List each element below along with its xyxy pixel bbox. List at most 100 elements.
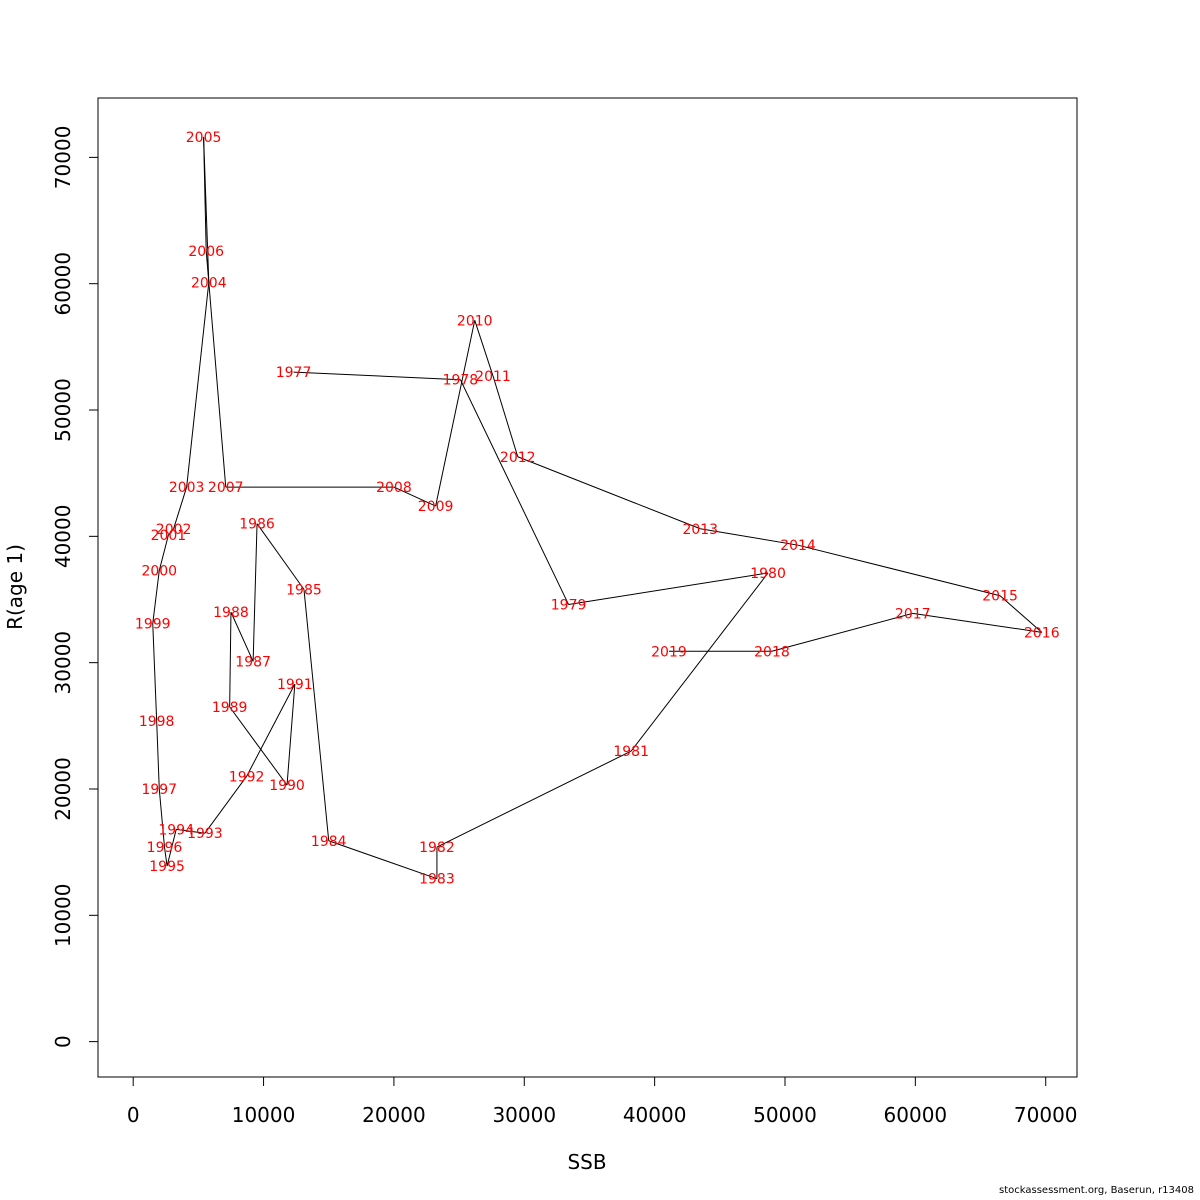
point-label-1989: 1989 [212, 700, 248, 716]
series-segment [771, 612, 913, 652]
series-segment [230, 611, 254, 662]
x-tick-label: 40000 [623, 1103, 687, 1127]
series-segment [168, 528, 174, 536]
point-label-1999: 1999 [135, 617, 171, 633]
series-segment [328, 840, 438, 880]
series-segment [474, 320, 494, 377]
point-label-2018: 2018 [754, 644, 790, 660]
x-tick-label: 60000 [884, 1103, 948, 1127]
point-label-1994: 1994 [158, 822, 194, 838]
footer-credit: stockassessment.org, Baserun, r13408 [999, 1185, 1194, 1196]
series-segment [517, 456, 701, 530]
point-label-2007: 2007 [208, 480, 244, 496]
series-segment [158, 788, 165, 848]
point-label-1985: 1985 [286, 582, 322, 598]
series-segment [173, 486, 188, 529]
series-segment [435, 320, 476, 507]
y-tick-label: 60000 [51, 252, 75, 316]
series-segment [158, 534, 169, 571]
series-segment [568, 572, 769, 606]
series-segment [286, 684, 296, 786]
series-segment [436, 750, 632, 848]
series-segment [152, 570, 160, 624]
point-label-1986: 1986 [239, 517, 275, 533]
series-segment [186, 282, 210, 488]
point-label-2019: 2019 [651, 644, 687, 660]
point-label-1980: 1980 [750, 566, 786, 582]
point-label-1977: 1977 [276, 365, 312, 381]
x-tick-label: 70000 [1014, 1103, 1078, 1127]
point-label-1990: 1990 [269, 778, 305, 794]
series-segment [152, 623, 158, 721]
y-tick-label: 70000 [51, 126, 75, 190]
point-label-2000: 2000 [141, 563, 177, 579]
x-tick-label: 30000 [492, 1103, 556, 1127]
series-segment [492, 375, 519, 457]
x-axis: 0 10000 20000 30000 40000 50000 60000 70000 [127, 1076, 1078, 1127]
point-label-1997: 1997 [141, 782, 177, 798]
y-axis: 0 10000 20000 30000 40000 50000 60000 70000 [51, 126, 99, 1048]
x-tick-label: 10000 [232, 1103, 296, 1127]
point-label-2013: 2013 [682, 522, 718, 538]
point-label-2003: 2003 [169, 480, 205, 496]
y-tick-label: 0 [51, 1035, 75, 1048]
point-label-2016: 2016 [1024, 625, 1060, 641]
point-label-2002: 2002 [156, 522, 192, 538]
series-segment [229, 612, 232, 707]
x-axis-title: SSB [567, 1150, 606, 1174]
series-line [152, 137, 1043, 880]
point-label-2006: 2006 [188, 244, 224, 260]
point-label-2011: 2011 [475, 369, 511, 385]
point-label-2012: 2012 [500, 450, 536, 466]
point-label-2008: 2008 [376, 480, 412, 496]
series-segment [393, 486, 436, 507]
point-label-2005: 2005 [186, 130, 222, 146]
y-tick-label: 40000 [51, 505, 75, 569]
point-label-1992: 1992 [229, 769, 265, 785]
series-segment [246, 683, 296, 777]
series-segment [293, 371, 461, 381]
series-segment [205, 250, 227, 488]
series-segment [700, 528, 799, 546]
point-label-1984: 1984 [311, 834, 347, 850]
point-label-2004: 2004 [191, 275, 227, 291]
series-segment [630, 572, 769, 752]
point-label-1988: 1988 [213, 605, 249, 621]
point-label-1993: 1993 [187, 826, 223, 842]
point-label-2001: 2001 [151, 528, 187, 544]
series-segment [163, 847, 168, 867]
series-segment [912, 612, 1042, 633]
point-label-2009: 2009 [418, 499, 454, 515]
point-label-1981: 1981 [613, 744, 649, 760]
point-label-2017: 2017 [895, 606, 931, 622]
point-label-1991: 1991 [277, 677, 313, 693]
point-label-1987: 1987 [235, 654, 271, 670]
series-segment [797, 544, 1001, 597]
series-segment [999, 595, 1043, 633]
y-axis-title: R(age 1) [3, 544, 27, 630]
series-segment [229, 706, 288, 786]
point-label-2014: 2014 [780, 538, 816, 554]
point-label-2010: 2010 [457, 313, 493, 329]
series-segment [252, 523, 258, 662]
y-tick-label: 20000 [51, 757, 75, 821]
y-tick-label: 50000 [51, 378, 75, 442]
series-segment [166, 829, 177, 867]
plot-frame [97, 97, 1078, 1078]
x-tick-label: 20000 [362, 1103, 426, 1127]
series-segment [176, 828, 205, 834]
point-label-2015: 2015 [982, 589, 1018, 605]
point-label-1979: 1979 [551, 598, 587, 614]
series-segment [256, 523, 305, 590]
series-segment [459, 379, 570, 605]
series-segment [204, 776, 248, 834]
point-labels: 1977 1978 1979 1980 1981 1982 1983 1984 1985 1986… [135, 130, 1060, 888]
point-label-1978: 1978 [443, 373, 479, 389]
series-segment [303, 589, 330, 841]
point-label-1982: 1982 [419, 840, 455, 856]
series-segment [203, 137, 207, 251]
y-tick-label: 30000 [51, 631, 75, 695]
point-label-1995: 1995 [149, 859, 185, 875]
series-segment [156, 720, 160, 790]
